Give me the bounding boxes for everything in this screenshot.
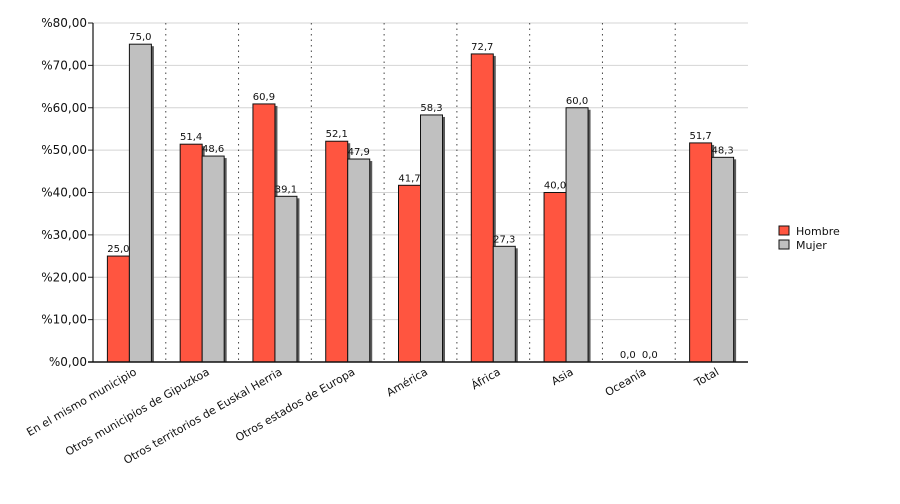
- data-label: 48,3: [711, 145, 733, 156]
- bar-hombre: [179, 143, 203, 363]
- data-label: 41,7: [398, 173, 420, 184]
- data-label: 48,6: [202, 144, 224, 155]
- y-tick-label: %40,00: [41, 186, 87, 200]
- bar-mujer: [128, 43, 152, 363]
- bar-mujer: [711, 156, 735, 363]
- bar-hombre: [252, 103, 276, 363]
- legend-label-hombre: Hombre: [796, 225, 840, 238]
- data-labels-layer: 25,0 75,0 51,448,6 60,9 39,1 52,147,9 41,7 58,3…: [107, 32, 733, 361]
- y-tick-label: %10,00: [41, 313, 87, 327]
- data-label: 0,0: [620, 350, 636, 361]
- x-tick-label: Oceanía: [603, 365, 648, 399]
- category-separators: [165, 23, 676, 362]
- data-label: 40,0: [544, 181, 566, 192]
- data-label: 51,7: [689, 131, 711, 142]
- x-tick-label: Otros estados de Europa: [233, 365, 357, 444]
- bar-mujer: [565, 107, 589, 363]
- data-label: 47,9: [348, 147, 370, 158]
- data-label: 39,1: [275, 184, 297, 195]
- data-label: 51,4: [180, 132, 202, 143]
- legend-swatch-hombre: [778, 225, 790, 236]
- x-tick-label: Otros municipios de Gipuzkoa: [63, 365, 212, 458]
- y-tick-label: %60,00: [41, 101, 87, 115]
- data-label: 75,0: [129, 32, 151, 43]
- y-tick-label: %80,00: [41, 16, 87, 30]
- bar-hombre: [543, 192, 567, 363]
- legend-swatch-mujer: [778, 239, 790, 250]
- data-label: 60,9: [253, 92, 275, 103]
- legend-label-mujer: Mujer: [796, 239, 827, 252]
- y-tick-label: %0,00: [49, 355, 87, 369]
- bar-mujer: [492, 245, 516, 363]
- bar-hombre: [689, 142, 713, 363]
- x-tick-label: América: [384, 365, 430, 399]
- bar-hombre: [470, 53, 494, 363]
- data-label: 25,0: [107, 244, 129, 255]
- bars-layer: [106, 43, 737, 363]
- y-tick-label: %70,00: [41, 58, 87, 72]
- bar-hombre: [398, 184, 421, 363]
- bar-mujer: [201, 155, 225, 363]
- x-tick-label: Total: [691, 365, 721, 390]
- bar-hombre: [106, 255, 130, 363]
- bar-mujer: [274, 195, 298, 363]
- bar-hombre: [325, 140, 349, 363]
- bar-mujer: [420, 114, 443, 363]
- y-tick-label: %50,00: [41, 143, 87, 157]
- y-tick-label: %30,00: [41, 228, 87, 242]
- data-label: 60,0: [566, 96, 588, 107]
- x-tick-label: África: [469, 365, 503, 392]
- data-label: 27,3: [493, 234, 515, 245]
- data-label: 72,7: [471, 42, 493, 53]
- y-tick-label: %20,00: [41, 270, 87, 284]
- data-label: 52,1: [326, 129, 348, 140]
- data-label: 0,0: [642, 350, 658, 361]
- bar-mujer: [347, 158, 371, 363]
- data-label: 58,3: [420, 103, 442, 114]
- x-tick-label: Asia: [549, 365, 575, 388]
